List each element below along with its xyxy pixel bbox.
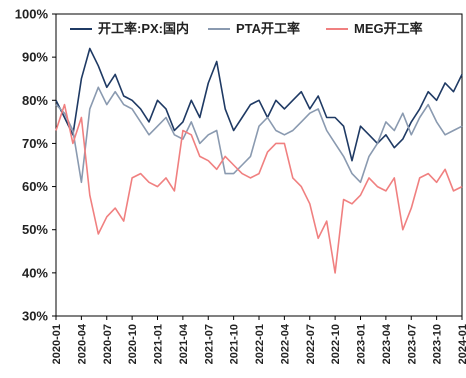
x-tick-label: 2022-10	[330, 324, 342, 364]
x-tick-label: 2022-07	[305, 324, 317, 364]
y-tick-label: 60%	[22, 179, 48, 194]
y-tick-label: 40%	[22, 265, 48, 280]
x-tick-label: 2023-01	[356, 324, 368, 364]
series-layer	[55, 47, 463, 274]
legend-label-0: 开工率:PX:国内	[98, 21, 189, 36]
y-tick-label: 80%	[22, 93, 48, 108]
y-axis: 30% 40% 50% 60% 70% 80% 90% 100%	[15, 7, 56, 324]
y-tick-label: 100%	[15, 7, 49, 22]
x-tick-label: 2021-04	[178, 323, 190, 364]
legend-label-1: PTA开工率	[236, 21, 300, 36]
x-tick-label: 2023-04	[381, 323, 393, 364]
plot-border	[55, 13, 463, 317]
x-tick-label: 2021-07	[203, 324, 215, 364]
series-line-2	[55, 103, 463, 274]
x-tick-label: 2020-10	[127, 324, 139, 364]
y-tick-label: 90%	[22, 50, 48, 65]
x-tick-label: 2022-01	[254, 324, 266, 364]
legend-label-2: MEG开工率	[354, 21, 423, 36]
y-tick-label: 30%	[22, 309, 48, 324]
x-tick-label: 2024-01	[457, 324, 466, 364]
x-tick-label: 2023-07	[406, 324, 418, 364]
series-line-1	[55, 86, 463, 184]
legend: 开工率:PX:国内 PTA开工率 MEG开工率	[70, 21, 423, 36]
x-tick-label: 2020-04	[76, 323, 88, 364]
series-line-0	[55, 47, 463, 162]
x-tick-label: 2022-04	[279, 323, 291, 364]
x-axis: 2020-01 2020-04 2020-07 2020-10 2021-01 2021-…	[51, 316, 466, 364]
x-tick-label: 2023-10	[432, 324, 444, 364]
y-tick-label: 50%	[22, 222, 48, 237]
plot-frame	[55, 13, 463, 317]
x-tick-label: 2021-01	[153, 324, 165, 364]
x-tick-label: 2021-10	[229, 324, 241, 364]
x-tick-label: 2020-01	[51, 324, 63, 364]
y-tick-label: 70%	[22, 136, 48, 151]
x-tick-label: 2020-07	[102, 324, 114, 364]
